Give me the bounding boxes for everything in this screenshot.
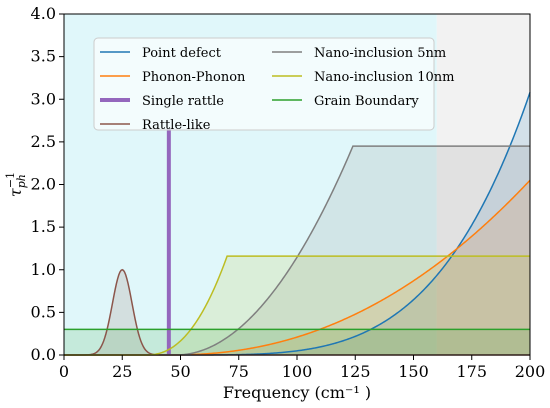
background-region-2 — [436, 14, 530, 355]
x-tick-label: 125 — [340, 362, 371, 381]
x-tick-label: 150 — [398, 362, 429, 381]
x-tick-label: 0 — [59, 362, 69, 381]
y-axis-label-main: τ — [6, 187, 25, 197]
x-axis: 0 25 50 75 100 125 150 175 200 — [59, 355, 545, 381]
nano-inclusion-5nm-area — [64, 146, 530, 355]
x-tick-label: 200 — [515, 362, 546, 381]
x-tick-label: 100 — [282, 362, 313, 381]
y-tick-label: 3.0 — [31, 89, 56, 108]
y-tick-label: 3.5 — [31, 47, 56, 66]
y-tick-label: 4.0 — [31, 4, 56, 23]
y-axis-label-superscript: −1 — [4, 172, 17, 188]
x-tick-label: 75 — [229, 362, 249, 381]
y-axis-label-subscript: ph — [15, 174, 28, 188]
y-tick-label: 1.5 — [31, 217, 56, 236]
x-tick-label: 175 — [456, 362, 487, 381]
grain-boundary-area — [64, 329, 530, 355]
rattle-like-area — [64, 269, 530, 355]
x-axis-label: Frequency (cm⁻¹ ) — [223, 383, 371, 402]
grain-boundary-legend-label: Grain Boundary — [314, 94, 419, 109]
single-rattle-legend-label: Single rattle — [142, 94, 224, 109]
legend: Point defect Phonon-Phonon Single rattle Ra… — [93, 37, 454, 133]
phonon-phonon-area — [64, 180, 530, 355]
nano-inclusion-5nm-legend-label: Nano-inclusion 5nm — [314, 46, 446, 61]
y-axis-label: τph−1 — [4, 172, 28, 197]
x-tick-label: 50 — [170, 362, 190, 381]
y-tick-label: 2.5 — [31, 132, 56, 151]
point-defect-legend-label: Point defect — [142, 46, 222, 61]
nano-inclusion-10nm-legend-label: Nano-inclusion 10nm — [314, 70, 454, 85]
y-tick-label: 0.5 — [31, 302, 56, 321]
y-tick-label: 1.0 — [31, 260, 56, 279]
y-tick-label: 0.0 — [31, 345, 56, 364]
phonon-phonon-legend-label: Phonon-Phonon — [142, 70, 246, 85]
x-tick-label: 25 — [112, 362, 132, 381]
legend-frame — [93, 37, 435, 131]
y-tick-label: 2.0 — [31, 175, 56, 194]
y-axis: 0.0 0.5 1.0 1.5 2.0 2.5 3.0 3.5 4.0 — [31, 4, 64, 364]
rattle-like-legend-label: Rattle-like — [142, 118, 211, 133]
